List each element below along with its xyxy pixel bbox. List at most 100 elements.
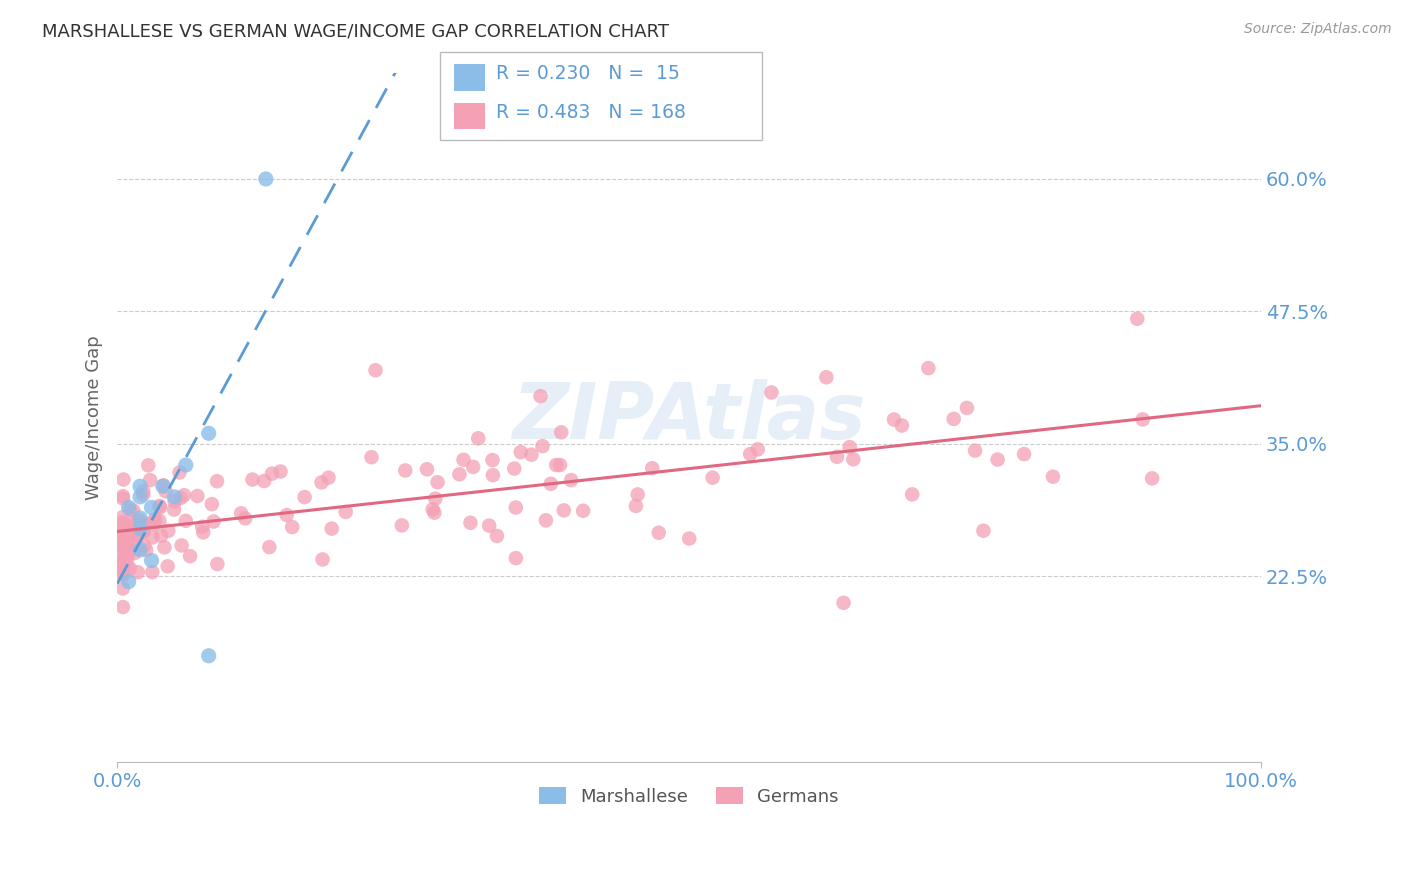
Point xyxy=(531,439,554,453)
Point xyxy=(987,452,1010,467)
Text: MARSHALLESE VS GERMAN WAGE/INCOME GAP CORRELATION CHART: MARSHALLESE VS GERMAN WAGE/INCOME GAP CO… xyxy=(42,22,669,40)
Point xyxy=(170,538,193,552)
Point xyxy=(540,476,562,491)
Point xyxy=(124,515,146,529)
Point xyxy=(120,503,142,517)
Legend: Marshallese, Germans: Marshallese, Germans xyxy=(530,778,848,814)
Point xyxy=(111,521,134,535)
Point xyxy=(627,487,650,501)
Point xyxy=(118,561,141,575)
Point xyxy=(148,499,170,513)
Point xyxy=(143,512,166,526)
Point xyxy=(546,458,568,472)
Point xyxy=(111,491,134,506)
Point xyxy=(509,445,531,459)
Point xyxy=(335,505,357,519)
Point xyxy=(111,551,134,566)
Point xyxy=(956,401,979,415)
Point xyxy=(111,532,134,546)
Point xyxy=(360,450,382,465)
Point xyxy=(111,600,134,615)
Point xyxy=(520,448,543,462)
Text: R = 0.483   N = 168: R = 0.483 N = 168 xyxy=(496,103,686,121)
Point xyxy=(117,550,139,565)
Point xyxy=(120,525,142,540)
Point xyxy=(111,544,134,558)
Point xyxy=(117,533,139,548)
Point xyxy=(281,520,304,534)
Point xyxy=(127,518,149,533)
Point xyxy=(197,648,219,663)
Point xyxy=(1126,311,1149,326)
Point xyxy=(942,412,965,426)
Point xyxy=(111,582,134,596)
Point xyxy=(111,517,134,532)
Point xyxy=(111,510,134,524)
Point xyxy=(117,500,139,515)
Point xyxy=(112,521,135,535)
Point xyxy=(485,529,508,543)
Point xyxy=(152,478,174,492)
Point xyxy=(311,552,333,566)
Point xyxy=(503,461,526,475)
Point xyxy=(129,522,152,536)
Point xyxy=(111,537,134,551)
Point xyxy=(901,487,924,501)
Point xyxy=(112,541,135,555)
Point xyxy=(111,489,134,503)
Point xyxy=(641,461,664,475)
Point xyxy=(111,557,134,571)
Point xyxy=(842,452,865,467)
Point xyxy=(127,566,149,580)
Point xyxy=(233,511,256,525)
Point xyxy=(150,529,173,543)
Point xyxy=(174,514,197,528)
Point xyxy=(174,458,197,472)
Point xyxy=(890,418,912,433)
Point xyxy=(747,442,769,457)
Point xyxy=(422,502,444,516)
Point xyxy=(132,524,155,539)
Point xyxy=(148,514,170,528)
Point xyxy=(553,503,575,517)
Point xyxy=(648,525,671,540)
Point xyxy=(202,515,225,529)
Point xyxy=(117,534,139,549)
Point xyxy=(155,484,177,499)
Point xyxy=(201,497,224,511)
Point xyxy=(120,519,142,533)
Point xyxy=(478,518,501,533)
Y-axis label: Wage/Income Gap: Wage/Income Gap xyxy=(86,335,103,500)
Point xyxy=(186,489,208,503)
Point xyxy=(460,516,482,530)
Point xyxy=(149,500,172,515)
Point xyxy=(143,514,166,528)
Point xyxy=(127,540,149,554)
Point xyxy=(132,517,155,532)
Point xyxy=(122,523,145,537)
Point xyxy=(115,527,138,541)
Point xyxy=(761,385,783,400)
Point xyxy=(129,479,152,493)
Point xyxy=(364,363,387,377)
Point xyxy=(270,465,292,479)
Point xyxy=(163,490,186,504)
Point xyxy=(560,473,582,487)
Point xyxy=(163,502,186,516)
Point xyxy=(1140,471,1163,485)
Point xyxy=(111,524,134,539)
Point xyxy=(135,543,157,558)
Point xyxy=(505,551,527,566)
Point xyxy=(482,468,505,483)
Point xyxy=(128,513,150,527)
Point xyxy=(425,491,447,506)
Point xyxy=(260,467,283,481)
Point xyxy=(534,513,557,527)
Point xyxy=(572,504,595,518)
Point xyxy=(136,458,159,473)
Point xyxy=(132,523,155,537)
Point xyxy=(883,412,905,426)
Point xyxy=(118,527,141,541)
Point xyxy=(153,541,176,555)
Point xyxy=(111,524,134,538)
